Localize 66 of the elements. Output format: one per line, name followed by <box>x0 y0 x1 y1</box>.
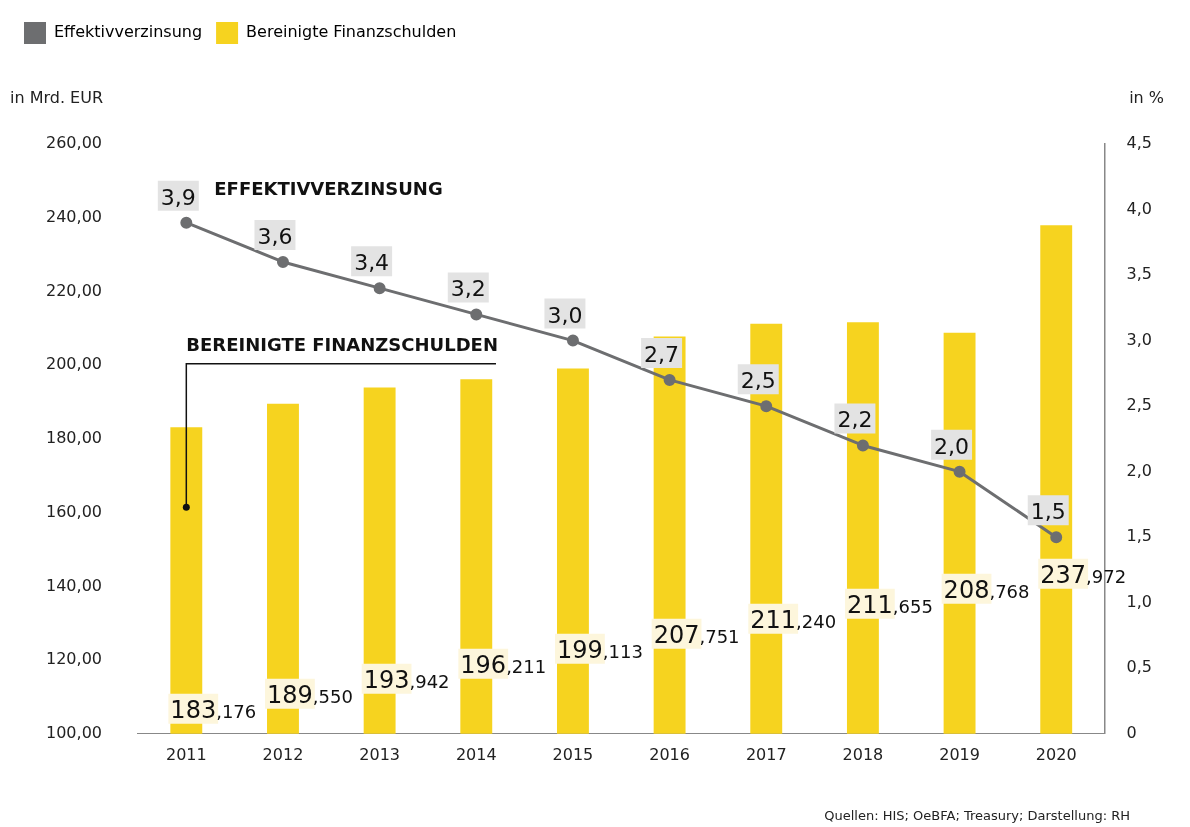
x-tick-label: 2018 <box>842 744 884 764</box>
data-label: 211,655 <box>846 590 933 619</box>
point <box>373 282 386 295</box>
data-label: 3,4 <box>354 250 390 276</box>
point <box>663 373 676 386</box>
annotation: BEREINIGTE FINANZSCHULDEN <box>186 334 498 356</box>
y-axis-title: in Mrd. EUR <box>10 88 104 108</box>
data-label: 3,0 <box>547 302 583 328</box>
data-label: 199,113 <box>556 635 643 664</box>
y2-tick-label: 2,0 <box>1126 460 1153 480</box>
y-tick-label: 220,00 <box>46 280 102 300</box>
point <box>566 334 579 347</box>
x-tick-label: 2015 <box>552 744 594 764</box>
point <box>276 255 289 268</box>
x-tick-label: 2016 <box>649 744 690 764</box>
data-label: 2,5 <box>740 368 776 394</box>
data-label: 2,0 <box>934 433 970 459</box>
data-label: 207,751 <box>653 620 740 649</box>
data-label: 2,7 <box>644 341 680 367</box>
y-tick-label: 120,00 <box>46 649 102 669</box>
y2-tick-label: 4,5 <box>1126 133 1153 153</box>
point <box>180 216 193 229</box>
y-tick-label: 180,00 <box>46 428 102 448</box>
y2-tick-label: 0 <box>1126 722 1137 742</box>
y2-tick-label: 3,0 <box>1126 329 1153 349</box>
y-tick-label: 100,00 <box>46 722 102 742</box>
legend-label: Bereinigte Finanzschulden <box>246 22 457 42</box>
x-tick-label: 2020 <box>1035 744 1077 764</box>
y2-tick-label: 2,5 <box>1126 395 1153 415</box>
x-tick-label: 2011 <box>165 744 207 764</box>
data-label: 3,9 <box>160 184 196 210</box>
y2-tick-label: 1,0 <box>1126 591 1153 611</box>
y2-axis-title: in % <box>1129 88 1164 108</box>
point <box>856 439 869 452</box>
x-tick-label: 2017 <box>745 744 787 764</box>
point <box>760 400 773 413</box>
data-label: 2,2 <box>837 407 873 433</box>
data-label: 3,6 <box>257 223 293 249</box>
y2-tick-label: 4,0 <box>1126 198 1153 218</box>
source-note: Quellen: HIS; OeBFA; Treasury; Darstellung: RH <box>824 808 1130 824</box>
x-tick-label: 2012 <box>262 744 304 764</box>
data-label: 211,240 <box>750 605 837 634</box>
data-label: 189,550 <box>267 680 353 709</box>
x-tick-label: 2014 <box>455 744 497 764</box>
y2-tick-label: 1,5 <box>1126 526 1153 546</box>
data-label: 208,768 <box>943 575 1030 604</box>
data-label: 183,176 <box>170 695 257 724</box>
x-tick-label: 2019 <box>939 744 980 764</box>
y2-tick-label: 0,5 <box>1126 657 1153 677</box>
data-label: 1,5 <box>1030 499 1066 525</box>
data-label: 196,211 <box>460 650 547 679</box>
y-tick-label: 140,00 <box>46 575 102 595</box>
y-tick-label: 260,00 <box>46 133 102 153</box>
point <box>470 308 483 321</box>
data-label: 193,942 <box>363 665 450 694</box>
legend-label: Effektivverzinsung <box>54 22 203 42</box>
point <box>953 465 966 478</box>
data-label: 237,972 <box>1040 560 1127 589</box>
annotation: EFFEKTIVVERZINSUNG <box>214 178 443 200</box>
data-label: 3,2 <box>450 276 486 302</box>
x-tick-label: 2013 <box>359 744 400 764</box>
y-tick-label: 240,00 <box>46 206 102 226</box>
y-tick-label: 200,00 <box>46 354 102 374</box>
y-tick-label: 160,00 <box>46 501 102 521</box>
point <box>1050 531 1063 544</box>
y2-tick-label: 3,5 <box>1126 264 1153 284</box>
